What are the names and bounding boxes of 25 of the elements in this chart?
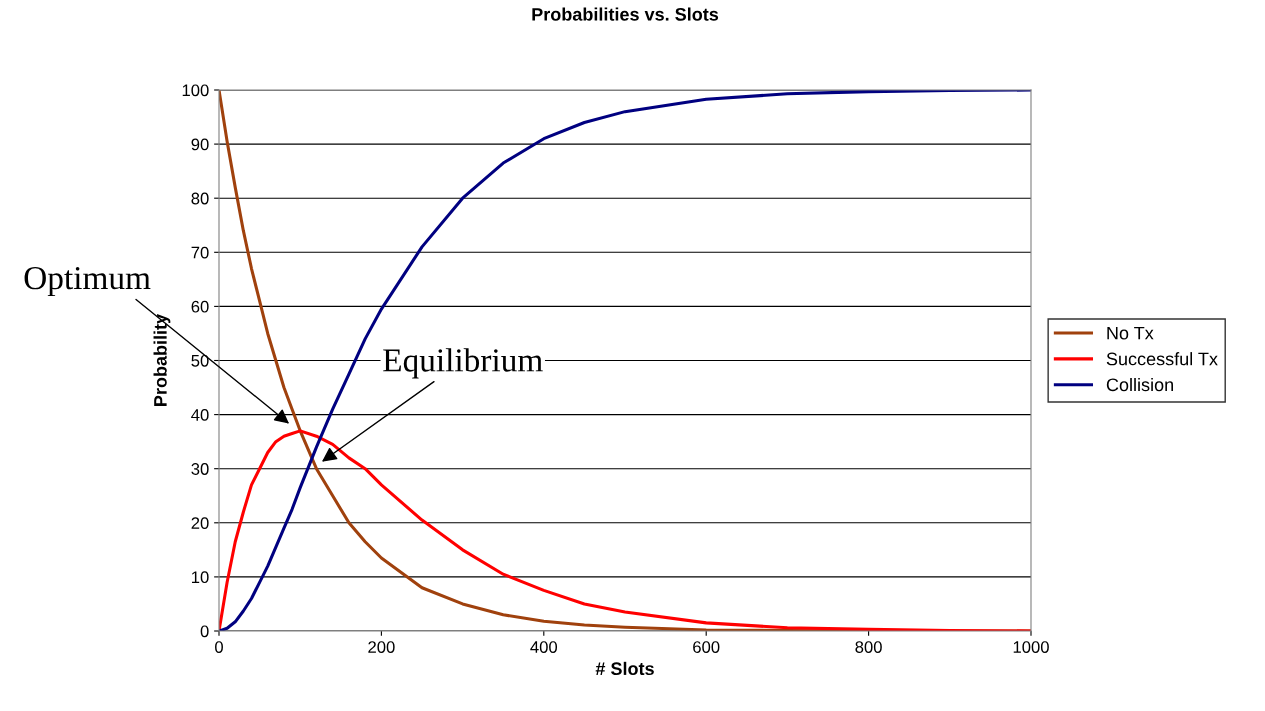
y-tick-label: 100 bbox=[182, 84, 209, 97]
y-tick-label: 0 bbox=[200, 625, 209, 638]
x-tick-label: 400 bbox=[530, 641, 558, 653]
y-tick-label: 90 bbox=[191, 138, 209, 151]
legend-label: Collision bbox=[1106, 377, 1173, 392]
y-tick-label: 50 bbox=[191, 354, 209, 367]
annotation: Equilibrium bbox=[383, 348, 543, 379]
y-tick-label: 40 bbox=[191, 409, 209, 421]
x-tick-label: 200 bbox=[368, 641, 395, 653]
x-axis-title: # Slots bbox=[595, 661, 654, 676]
x-tick-label: 600 bbox=[693, 641, 720, 653]
annotation: Optimum bbox=[24, 266, 151, 297]
y-tick-label: 10 bbox=[192, 571, 209, 584]
y-tick-label: 70 bbox=[191, 246, 209, 259]
x-tick-label: 1000 bbox=[1013, 641, 1049, 653]
y-tick-label: 30 bbox=[191, 463, 209, 475]
chart-title: Probabilities vs. Slots bbox=[532, 7, 719, 21]
y-axis-title: Probability bbox=[153, 313, 171, 406]
legend-label: Successful Tx bbox=[1106, 352, 1218, 366]
x-tick-label: 800 bbox=[855, 641, 882, 653]
y-tick-label: 60 bbox=[191, 300, 209, 313]
y-tick-label: 80 bbox=[191, 192, 209, 205]
y-tick-label: 20 bbox=[191, 517, 209, 529]
legend-label: No Tx bbox=[1107, 326, 1154, 340]
x-tick-label: 0 bbox=[215, 641, 223, 653]
